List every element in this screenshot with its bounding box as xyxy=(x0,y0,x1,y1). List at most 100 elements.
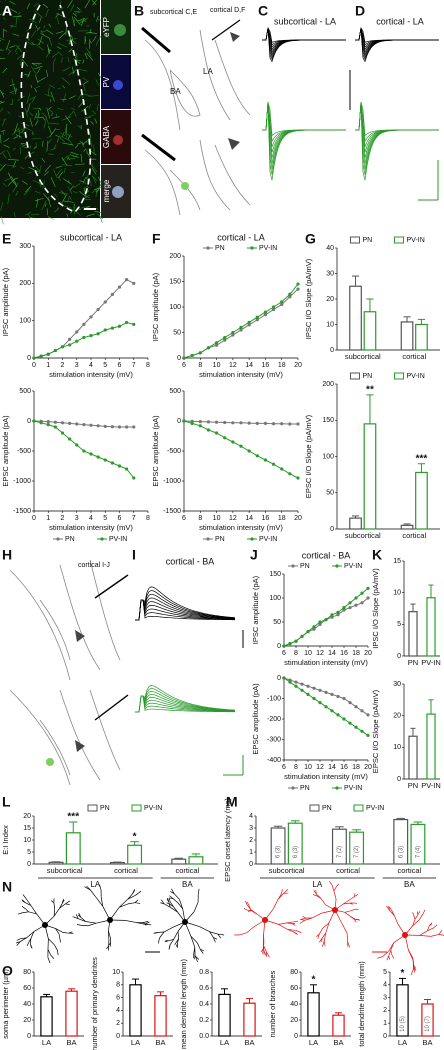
fiber xyxy=(82,83,86,92)
dendrite xyxy=(417,911,421,915)
trace xyxy=(135,599,236,621)
fiber xyxy=(82,180,87,184)
point xyxy=(68,343,72,347)
fiber xyxy=(37,63,42,66)
trace xyxy=(262,101,346,181)
dendrite xyxy=(50,900,55,904)
dendrite xyxy=(295,930,302,933)
y-axis-label: EPSC I/O Slope (pA/mV) xyxy=(371,689,380,773)
dendrite xyxy=(25,902,31,906)
dendrite xyxy=(416,911,419,915)
y-tick-label: 3 xyxy=(383,994,387,1001)
dendrite xyxy=(388,906,390,911)
dendrite xyxy=(80,917,86,922)
fiber xyxy=(80,153,83,163)
point xyxy=(348,601,352,605)
fiber xyxy=(33,2,40,7)
legend-label: PN xyxy=(363,237,373,244)
point xyxy=(239,325,243,329)
dendrite xyxy=(75,914,79,919)
y-tick-label: 40 xyxy=(290,1001,298,1008)
fiber xyxy=(3,118,7,121)
dendrite xyxy=(58,933,61,939)
fiber xyxy=(38,45,44,51)
traces xyxy=(135,27,440,713)
point xyxy=(300,634,304,639)
y-tick-label: 20 xyxy=(326,296,334,303)
trace xyxy=(262,27,346,48)
dendrite xyxy=(21,900,26,903)
dendrite xyxy=(190,936,198,944)
legend-swatch xyxy=(87,804,98,812)
trace xyxy=(135,593,236,621)
x-tick-label: 5 xyxy=(103,362,107,369)
fiber xyxy=(0,37,5,41)
fiber xyxy=(61,132,65,138)
fiber xyxy=(0,163,3,167)
x-tick-label: 14 xyxy=(328,764,336,771)
y-tick-label: 5 xyxy=(383,969,387,976)
fiber xyxy=(0,216,4,225)
legend-swatch xyxy=(291,564,295,568)
fiber xyxy=(82,59,85,64)
dendrite xyxy=(68,931,73,934)
trace xyxy=(355,27,440,51)
y-axis-label: IPSC amplitude (pA) xyxy=(1,267,10,336)
fiber xyxy=(82,185,89,190)
y-tick-label: 4 xyxy=(116,1007,120,1014)
x-tick-label: 0 xyxy=(32,515,36,522)
x-tick-label: 0 xyxy=(32,362,36,369)
legend-swatch xyxy=(100,537,104,541)
point xyxy=(125,467,129,471)
n-label: 7 (4) xyxy=(415,846,421,858)
bar xyxy=(129,984,142,1037)
fiber xyxy=(7,178,16,186)
dendrite xyxy=(331,885,335,892)
fiber xyxy=(38,107,42,111)
fiber xyxy=(75,53,77,59)
point xyxy=(239,328,243,332)
fiber xyxy=(12,147,16,151)
fiber xyxy=(0,39,2,42)
point xyxy=(247,421,251,425)
point xyxy=(360,729,364,733)
panel-letter: O xyxy=(2,963,13,979)
legend-swatch xyxy=(206,537,210,541)
x-tick-label: 16 xyxy=(340,764,348,771)
fiber xyxy=(50,147,57,151)
trace xyxy=(355,27,439,48)
bar xyxy=(171,858,187,865)
dendrite xyxy=(317,933,320,939)
fiber xyxy=(91,186,101,194)
bar xyxy=(243,1002,256,1037)
dendrite xyxy=(281,889,283,894)
fiber xyxy=(92,0,98,6)
x-tick-label: 20 xyxy=(364,650,372,657)
dendrite xyxy=(239,932,247,936)
slice-diagram xyxy=(9,559,121,786)
point xyxy=(255,315,259,319)
dendrite xyxy=(354,919,357,923)
trace xyxy=(262,27,347,51)
dendrite xyxy=(213,937,218,940)
fiber xyxy=(22,144,27,147)
bar xyxy=(65,990,78,1037)
fiber xyxy=(59,135,69,141)
dendrite xyxy=(391,910,395,916)
channel-label: merge xyxy=(102,179,111,202)
fiber xyxy=(70,206,76,215)
fiber xyxy=(44,164,51,173)
dendrite xyxy=(53,902,56,909)
point xyxy=(247,449,251,453)
x-tick-label: 3 xyxy=(75,515,79,522)
dendrite xyxy=(273,899,279,909)
y-tick-label: 20 xyxy=(23,1017,31,1024)
fiber xyxy=(21,180,28,185)
fiber xyxy=(76,7,81,11)
dendrite xyxy=(127,902,136,905)
y-tick-label: 30 xyxy=(393,681,401,688)
dendrite xyxy=(430,934,439,937)
y-axis-label: IPSC amplitude (pA) xyxy=(251,575,260,644)
trace xyxy=(355,101,439,147)
legend-label: PN xyxy=(215,245,225,252)
